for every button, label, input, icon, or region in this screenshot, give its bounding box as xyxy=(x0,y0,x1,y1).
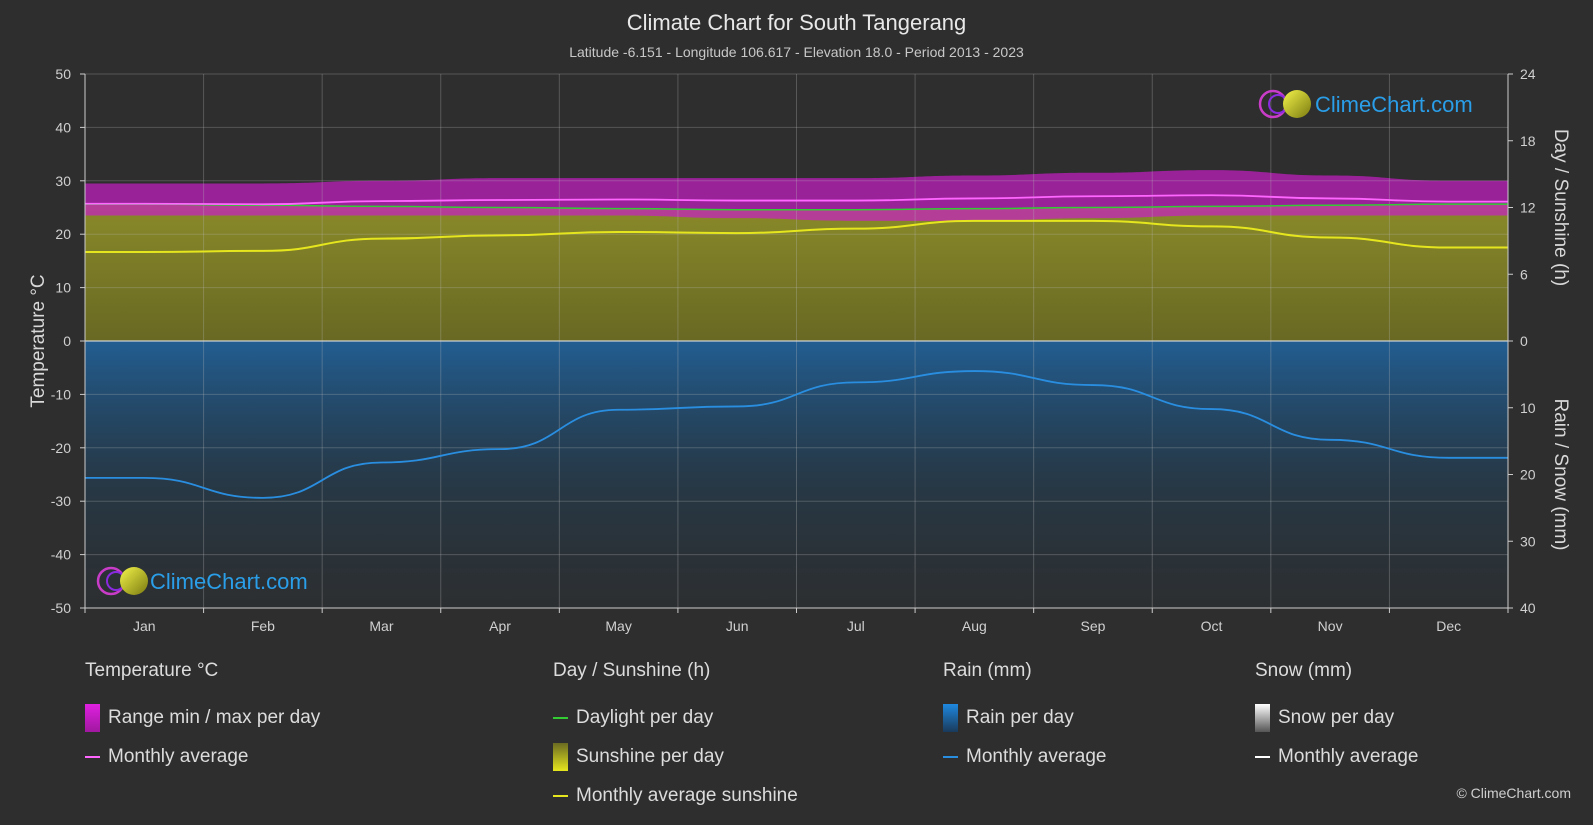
sunshine-avg-swatch xyxy=(553,794,568,797)
legend-rain-avg: Monthly average xyxy=(966,745,1107,767)
daylight-line xyxy=(85,203,1508,211)
legend-snow-title: Snow (mm) xyxy=(1255,660,1353,681)
legend-sunshine: Sunshine per day xyxy=(576,745,724,767)
month-label: Nov xyxy=(1318,618,1343,634)
month-label: Oct xyxy=(1201,618,1223,634)
right-axis-title-rain: Rain / Snow (mm) xyxy=(1550,398,1571,550)
climechart-logo-top: ClimeChart.com xyxy=(1258,89,1473,119)
sunshine-swatch xyxy=(553,742,568,771)
left-tick-label: -40 xyxy=(51,547,71,563)
legend-sun-title: Day / Sunshine (h) xyxy=(553,660,711,681)
sunshine-area xyxy=(85,204,1508,341)
rain-avg-line xyxy=(85,370,1509,499)
right-tick-label-rain: 30 xyxy=(1520,533,1536,549)
legend-temp-range: Range min / max per day xyxy=(108,706,321,728)
watermark-text-top: ClimeChart.com xyxy=(1315,92,1473,117)
snow-swatch xyxy=(1255,703,1270,732)
left-tick-label: 40 xyxy=(55,119,71,135)
legend-temperature-title: Temperature °C xyxy=(85,660,219,681)
left-tick-label: 0 xyxy=(63,333,71,349)
snow-avg-swatch xyxy=(1255,755,1270,758)
month-label: Jul xyxy=(847,618,865,634)
right-tick-label-rain: 20 xyxy=(1520,467,1536,483)
month-label: Apr xyxy=(489,618,511,634)
legend-snow-per-day: Snow per day xyxy=(1278,706,1395,728)
legend-temperature: Temperature °C Range min / max per day M… xyxy=(85,660,320,776)
month-label: Dec xyxy=(1436,618,1461,634)
climate-chart: 50 40 30 20 10 0 -10 -20 -30 -40 -50 24 18 12 6 0 10 20 30… xyxy=(28,66,1571,634)
month-label: May xyxy=(605,618,631,634)
right-tick-label-sun: 0 xyxy=(1520,333,1528,349)
sunshine-avg-line xyxy=(85,219,1508,253)
right-tick-label-rain: 10 xyxy=(1520,400,1536,416)
copyright: © ClimeChart.com xyxy=(1456,785,1571,801)
rain-swatch xyxy=(943,703,958,732)
left-tick-label: -10 xyxy=(51,386,71,402)
rain-area xyxy=(85,341,1508,608)
left-tick-label: 30 xyxy=(55,173,71,189)
left-tick-label: -30 xyxy=(51,493,71,509)
temperature-range-band xyxy=(85,170,1508,221)
rain-avg-swatch xyxy=(943,755,958,758)
chart-subtitle: Latitude -6.151 - Longitude 106.617 - El… xyxy=(569,44,1024,60)
left-axis-title: Temperature °C xyxy=(28,274,49,407)
legend-snow-avg: Monthly average xyxy=(1278,745,1419,767)
legend-sun: Day / Sunshine (h) Daylight per day Suns… xyxy=(553,660,798,815)
watermark-text-bottom: ClimeChart.com xyxy=(150,569,308,594)
temp-avg-swatch xyxy=(85,755,100,758)
right-tick-label-sun: 18 xyxy=(1520,133,1536,149)
left-tick-label: 50 xyxy=(55,66,71,82)
right-tick-label-rain: 40 xyxy=(1520,600,1536,616)
chart-title: Climate Chart for South Tangerang xyxy=(626,10,967,35)
left-tick-label: -20 xyxy=(51,440,71,456)
legend-rain-title: Rain (mm) xyxy=(943,660,1032,681)
left-tick-label: 10 xyxy=(55,280,71,296)
month-label: Jan xyxy=(133,618,156,634)
right-tick-label-sun: 12 xyxy=(1520,200,1536,216)
legend-snow: Snow (mm) Snow per day Monthly average xyxy=(1255,660,1418,776)
left-tick-label: -50 xyxy=(51,600,71,616)
legend-rain: Rain (mm) Rain per day Monthly average xyxy=(943,660,1106,776)
month-label: Aug xyxy=(962,618,987,634)
right-axis-title-sun: Day / Sunshine (h) xyxy=(1550,129,1571,286)
right-tick-label-sun: 6 xyxy=(1520,266,1528,282)
legend-rain-per-day: Rain per day xyxy=(966,706,1074,728)
daylight-swatch xyxy=(553,716,568,719)
right-tick-label-sun: 24 xyxy=(1520,66,1536,82)
left-tick-label: 20 xyxy=(55,226,71,242)
month-label: Feb xyxy=(251,618,275,634)
legend-sunshine-avg: Monthly average sunshine xyxy=(576,784,798,806)
month-label: Sep xyxy=(1080,618,1105,634)
legend-temp-avg: Monthly average xyxy=(108,745,249,767)
month-label: Mar xyxy=(369,618,393,634)
legend-daylight: Daylight per day xyxy=(576,706,714,728)
temp-range-swatch xyxy=(85,703,100,732)
month-label: Jun xyxy=(726,618,749,634)
climechart-logo-bottom: ClimeChart.com xyxy=(96,566,308,596)
temperature-avg-line xyxy=(85,194,1508,206)
